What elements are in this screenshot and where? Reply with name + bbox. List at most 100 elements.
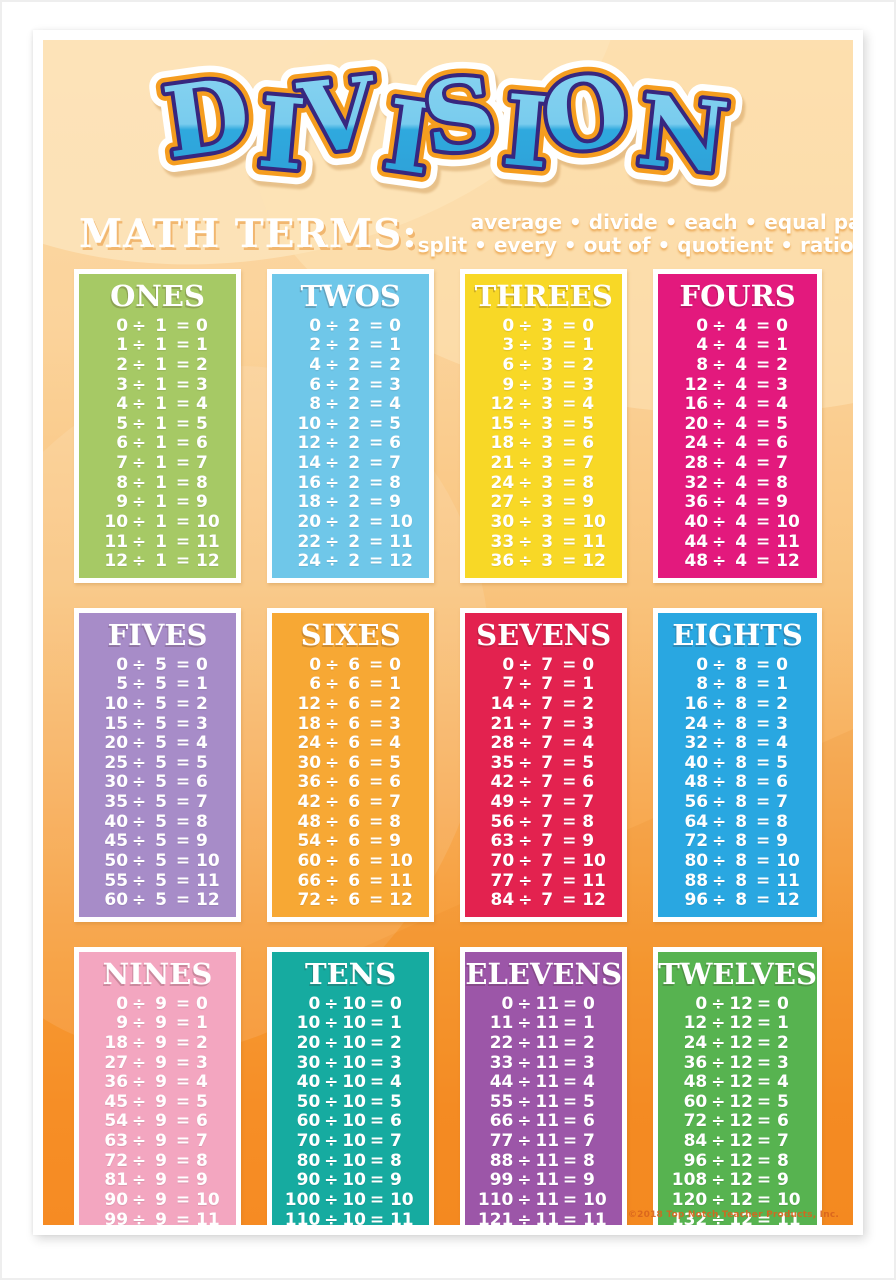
division-sign: ÷ bbox=[324, 354, 340, 375]
equals-sign: = bbox=[562, 674, 577, 695]
quotient: 9 bbox=[776, 492, 788, 513]
dividend: 2 bbox=[116, 354, 129, 375]
equals-sign: = bbox=[368, 733, 384, 754]
division-sign: ÷ bbox=[711, 1190, 726, 1211]
equals-sign: = bbox=[562, 472, 577, 493]
equation-row: 72 ÷ 8 = 9 bbox=[658, 832, 817, 850]
equals-sign: = bbox=[756, 993, 772, 1014]
dividend: 25 bbox=[104, 752, 129, 773]
division-sign: ÷ bbox=[711, 433, 727, 454]
dividend: 36 bbox=[683, 1052, 708, 1073]
equals-sign: = bbox=[562, 1032, 578, 1053]
equals-sign: = bbox=[562, 413, 577, 434]
equation-row: 24 ÷ 4 = 6 bbox=[658, 434, 817, 452]
divisor: 11 bbox=[535, 1072, 560, 1093]
division-sign: ÷ bbox=[711, 1091, 726, 1112]
equals-sign: = bbox=[368, 851, 384, 872]
division-table-panel: SEVENS 0 ÷ 7 = 0 7 ÷ 7 = 1 14 ÷ 7 = 2 21 ÷ 7 = 3 28 ÷ 7 = 4 35 ÷ 7 =… bbox=[460, 608, 628, 922]
equals-sign: = bbox=[175, 1091, 191, 1112]
divisor: 1 bbox=[155, 413, 167, 434]
divisor: 10 bbox=[342, 993, 366, 1014]
equation-row: 0 ÷ 2 = 0 bbox=[272, 317, 429, 335]
quotient: 5 bbox=[776, 413, 788, 434]
divisor: 10 bbox=[342, 1052, 366, 1073]
divisor: 6 bbox=[348, 693, 361, 714]
equation-row: 36 ÷ 9 = 4 bbox=[79, 1073, 236, 1091]
equals-sign: = bbox=[368, 870, 384, 891]
dividend: 2 bbox=[309, 335, 322, 356]
equals-sign: = bbox=[368, 413, 384, 434]
division-sign: ÷ bbox=[324, 733, 340, 754]
divisor: 12 bbox=[729, 1013, 753, 1034]
dividend: 18 bbox=[490, 433, 515, 454]
divisor: 1 bbox=[155, 453, 167, 474]
divisor: 3 bbox=[541, 492, 554, 513]
equation-row: 70 ÷ 7 = 10 bbox=[465, 852, 622, 870]
quotient: 8 bbox=[776, 472, 788, 493]
division-sign: ÷ bbox=[711, 1150, 726, 1171]
quotient: 4 bbox=[389, 1072, 402, 1093]
division-sign: ÷ bbox=[131, 453, 147, 474]
equation-row: 28 ÷ 7 = 4 bbox=[465, 734, 622, 752]
equals-sign: = bbox=[562, 1170, 578, 1191]
division-sign: ÷ bbox=[324, 1052, 339, 1073]
equals-sign: = bbox=[756, 1072, 772, 1093]
quotient: 10 bbox=[776, 851, 800, 872]
quotient: 10 bbox=[776, 512, 800, 533]
panel-inner: NINES 0 ÷ 9 = 0 9 ÷ 9 = 1 18 ÷ 9 = 2 27 ÷ 9 = 3 36 ÷ 9 = 4 45 ÷ 9 = 5… bbox=[79, 952, 237, 1225]
quotient: 5 bbox=[582, 752, 595, 773]
quotient: 12 bbox=[196, 551, 220, 572]
equation-row: 40 ÷ 5 = 8 bbox=[79, 813, 236, 831]
equals-sign: = bbox=[755, 772, 771, 793]
panel-title: TENS bbox=[305, 957, 397, 991]
quotient: 3 bbox=[389, 1052, 402, 1073]
equals-sign: = bbox=[175, 831, 191, 852]
equation-row: 10 ÷ 2 = 5 bbox=[272, 415, 429, 433]
divisor: 2 bbox=[348, 335, 361, 356]
equals-sign: = bbox=[175, 453, 191, 474]
dividend: 20 bbox=[296, 1032, 321, 1053]
equation-row: 28 ÷ 4 = 7 bbox=[658, 454, 817, 472]
division-sign: ÷ bbox=[518, 531, 533, 552]
divisor: 1 bbox=[155, 472, 167, 493]
dividend: 10 bbox=[104, 693, 129, 714]
division-table-panel: NINES 0 ÷ 9 = 0 9 ÷ 9 = 1 18 ÷ 9 = 2 27 ÷ 9 = 3 36 ÷ 9 = 4 45 ÷ 9 = 5… bbox=[74, 947, 242, 1225]
equals-sign: = bbox=[562, 374, 577, 395]
equals-sign: = bbox=[755, 453, 771, 474]
equation-row: 33 ÷ 3 = 11 bbox=[465, 533, 622, 551]
equation-row: 0 ÷ 4 = 0 bbox=[658, 317, 817, 335]
equation-row: 66 ÷ 6 = 11 bbox=[272, 872, 429, 890]
divisor: 4 bbox=[735, 551, 748, 572]
division-sign: ÷ bbox=[518, 693, 533, 714]
equation-row: 4 ÷ 1 = 4 bbox=[79, 395, 236, 413]
equation-row: 30 ÷ 3 = 10 bbox=[465, 513, 622, 531]
divisor: 2 bbox=[348, 512, 361, 533]
dividend: 6 bbox=[309, 374, 322, 395]
math-terms-line2: split • every • out of • quotient • rati… bbox=[417, 233, 853, 257]
dividend: 54 bbox=[297, 831, 322, 852]
division-sign: ÷ bbox=[131, 870, 147, 891]
division-sign: ÷ bbox=[517, 1150, 532, 1171]
equation-row: 56 ÷ 8 = 7 bbox=[658, 793, 817, 811]
divisor: 6 bbox=[348, 713, 361, 734]
dividend: 24 bbox=[297, 551, 322, 572]
equals-sign: = bbox=[562, 654, 577, 675]
equals-sign: = bbox=[755, 531, 771, 552]
equation-row: 121 ÷ 11 = 11 bbox=[465, 1211, 622, 1225]
dividend: 14 bbox=[297, 453, 322, 474]
equation-row: 54 ÷ 6 = 9 bbox=[272, 832, 429, 850]
division-sign: ÷ bbox=[518, 433, 533, 454]
dividend: 24 bbox=[297, 733, 322, 754]
equation-row: 36 ÷ 3 = 12 bbox=[465, 552, 622, 570]
divisor: 12 bbox=[729, 1052, 753, 1073]
dividend: 3 bbox=[116, 374, 129, 395]
dividend: 12 bbox=[297, 693, 322, 714]
dividend: 50 bbox=[296, 1091, 321, 1112]
equals-sign: = bbox=[755, 315, 771, 336]
panel-title: TWELVES bbox=[658, 957, 817, 991]
equals-sign: = bbox=[562, 1072, 578, 1093]
equals-sign: = bbox=[175, 1072, 191, 1093]
equation-row: 55 ÷ 5 = 11 bbox=[79, 872, 236, 890]
quotient: 2 bbox=[196, 354, 208, 375]
dividend: 0 bbox=[116, 315, 129, 336]
